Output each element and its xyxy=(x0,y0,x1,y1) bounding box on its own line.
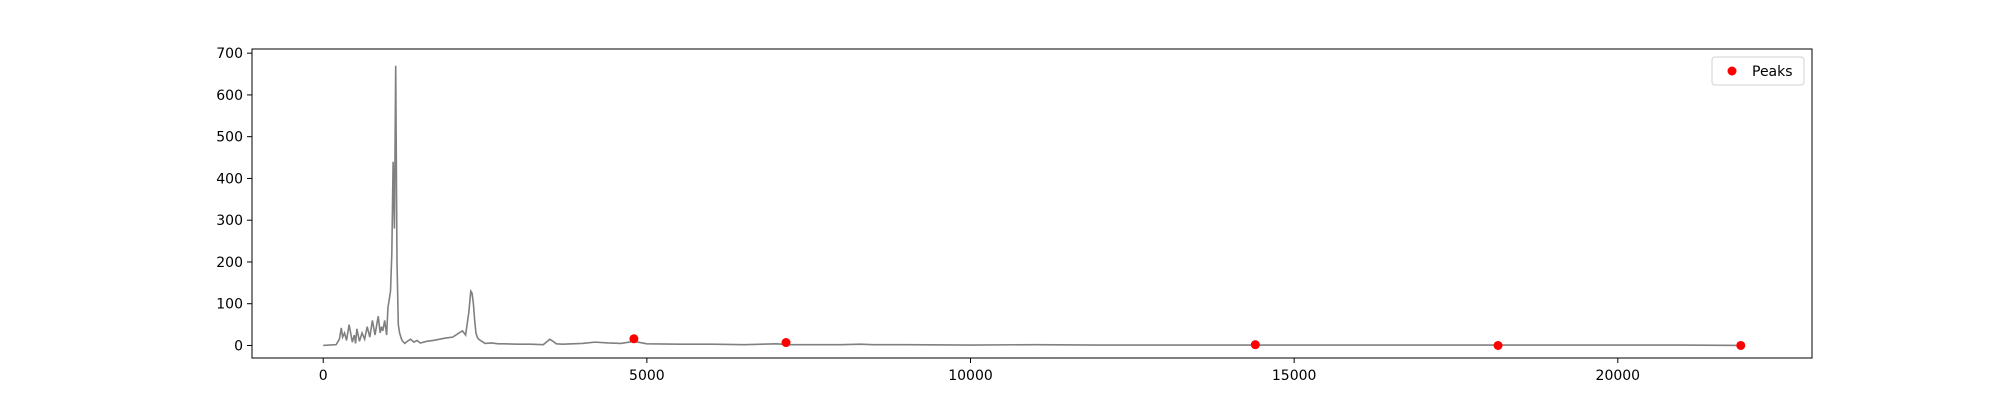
x-tick-label: 5000 xyxy=(629,368,665,384)
x-tick-label: 10000 xyxy=(948,368,993,384)
peak-point xyxy=(1736,340,1746,350)
legend-label: Peaks xyxy=(1752,64,1793,80)
x-tick-label: 20000 xyxy=(1596,368,1641,384)
peak-point xyxy=(1493,340,1503,350)
signal-line xyxy=(323,65,1741,347)
y-tick-label: 0 xyxy=(234,338,243,354)
y-tick-label: 500 xyxy=(216,130,243,146)
y-tick-label: 100 xyxy=(216,297,243,313)
y-tick-label: 600 xyxy=(216,88,243,104)
x-tick-label: 15000 xyxy=(1272,368,1317,384)
y-tick-label: 200 xyxy=(216,255,243,271)
x-axis: 0 5000 10000 15000 20000 xyxy=(319,358,1640,384)
axes-frame xyxy=(251,48,1813,359)
x-tick-label: 0 xyxy=(319,368,328,384)
legend: Peaks xyxy=(1711,56,1805,86)
y-axis: 0 100 200 300 400 500 600 700 xyxy=(216,46,252,354)
peak-point xyxy=(629,334,639,344)
peak-point xyxy=(781,338,791,348)
legend-marker xyxy=(1727,66,1737,76)
peak-point xyxy=(1250,340,1260,350)
y-tick-label: 700 xyxy=(216,46,243,62)
legend-box xyxy=(1711,56,1805,86)
y-tick-label: 400 xyxy=(216,171,243,187)
y-tick-label: 300 xyxy=(216,213,243,229)
